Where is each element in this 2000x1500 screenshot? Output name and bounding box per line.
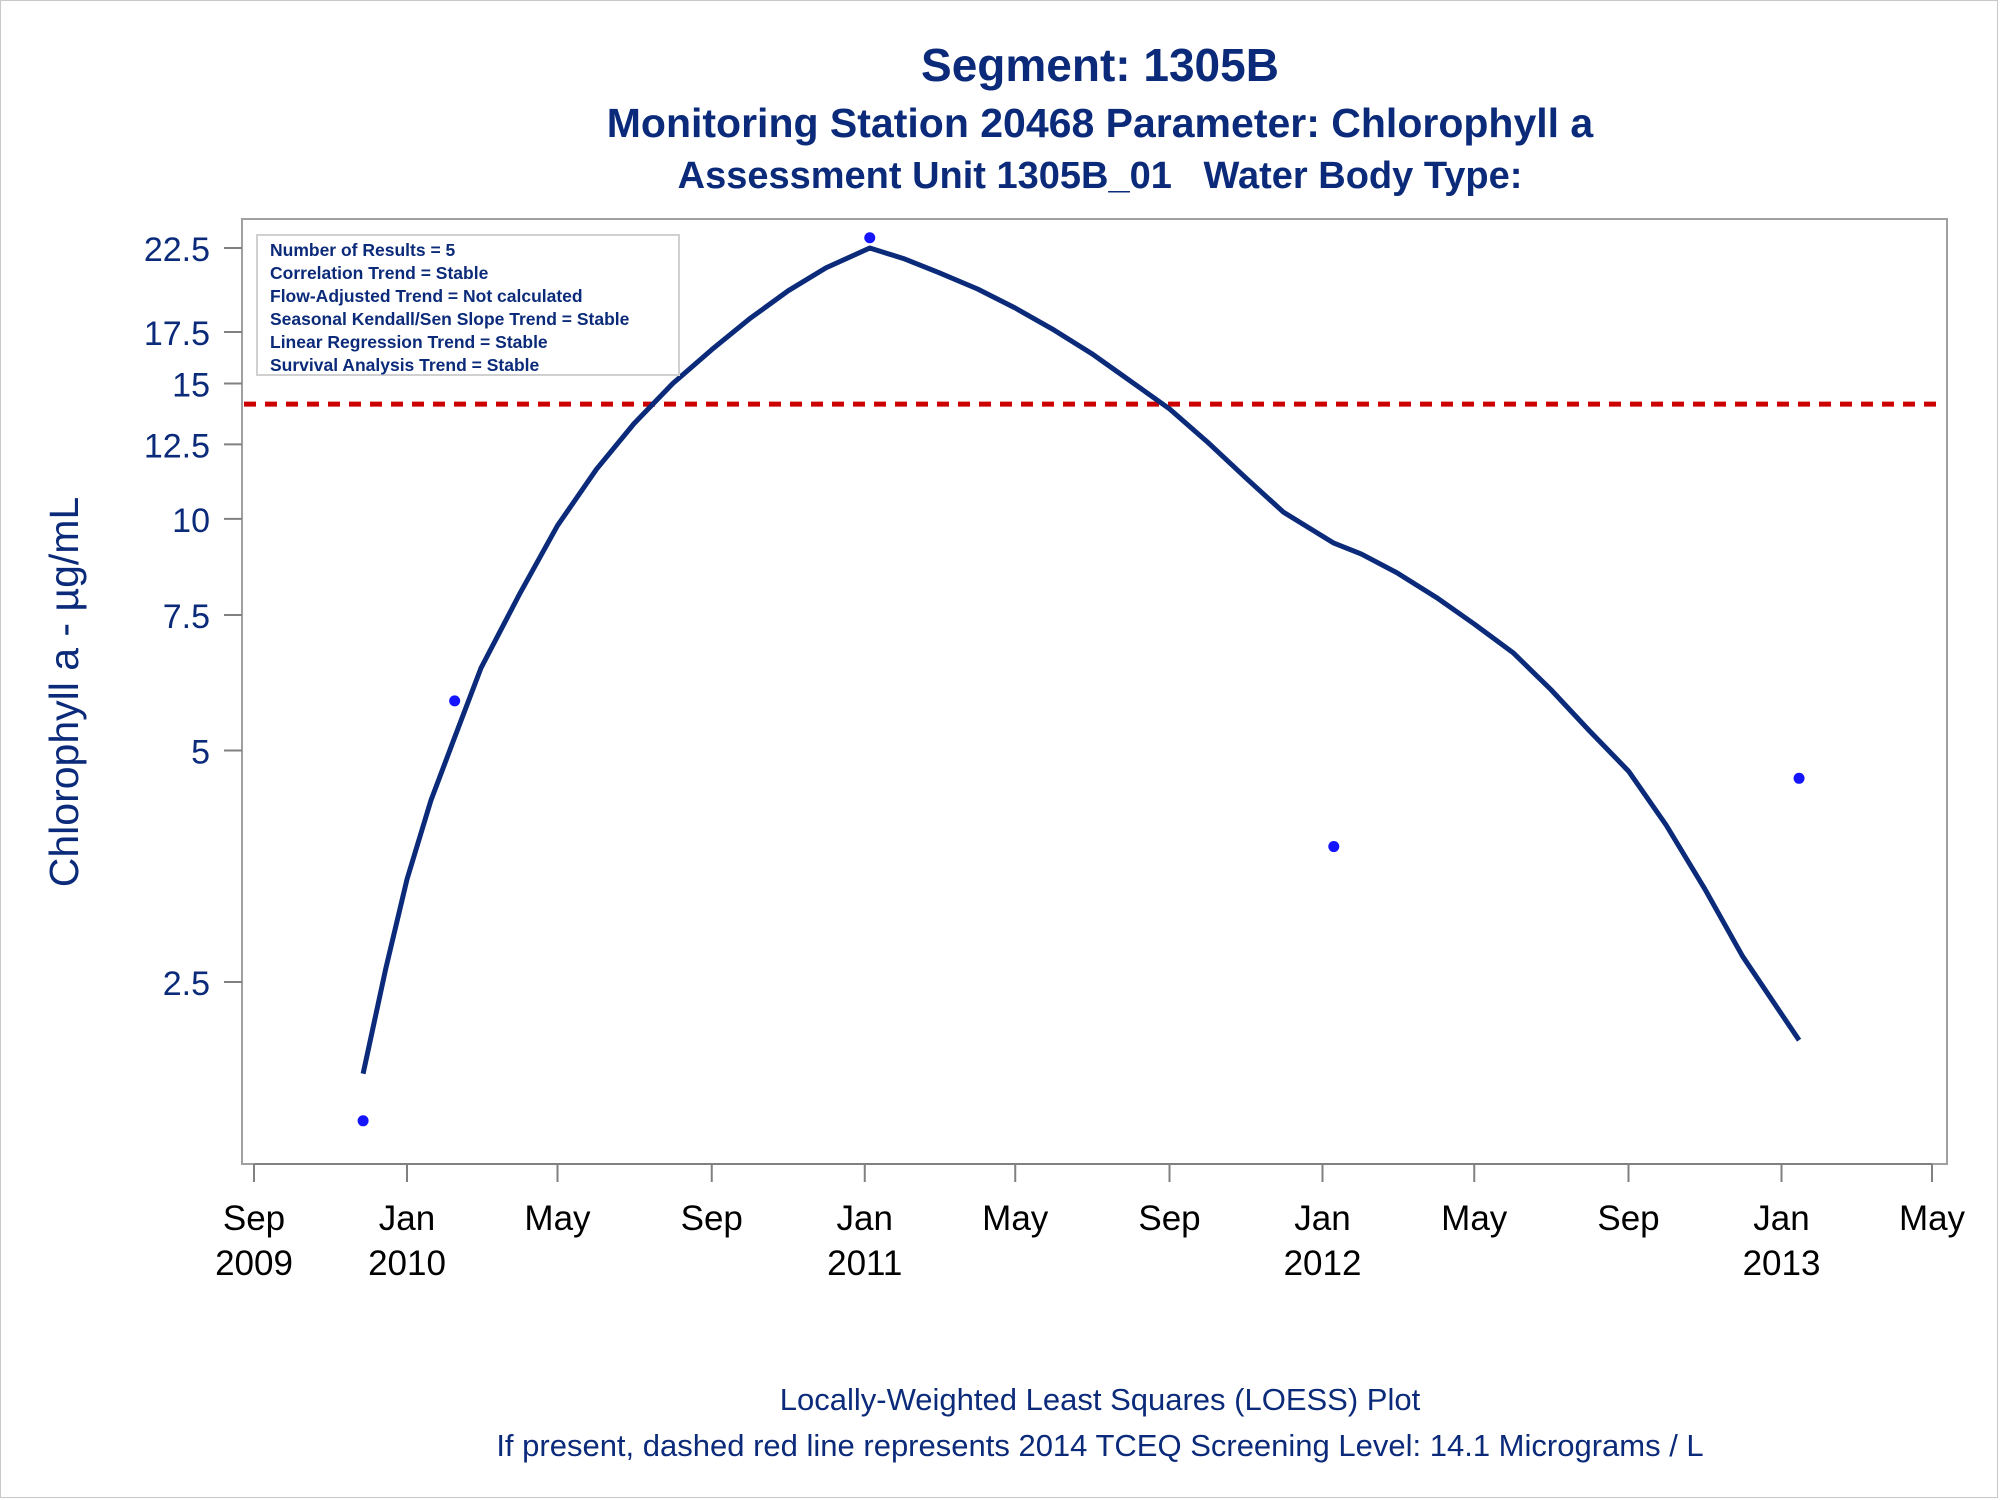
x-tick-label: Sep: [1138, 1199, 1200, 1238]
x-tick-label: Jan: [1294, 1199, 1350, 1238]
loess-curve: [360, 245, 1802, 1075]
y-tick-label: 15: [172, 366, 210, 404]
x-tick-year-label: 2010: [368, 1244, 446, 1283]
x-tick-year-label: 2011: [827, 1244, 902, 1283]
chart-title: Segment: 1305B: [921, 39, 1279, 91]
x-tick-label: Sep: [223, 1199, 285, 1238]
y-axis-label: Chlorophyll a - µg/mL: [41, 497, 87, 888]
legend-line: Seasonal Kendall/Sen Slope Trend = Stabl…: [270, 309, 630, 329]
y-tick-label: 10: [172, 502, 210, 540]
legend-line: Correlation Trend = Stable: [270, 263, 489, 283]
footer-method: Locally-Weighted Least Squares (LOESS) P…: [779, 1382, 1421, 1417]
x-tick-label: Jan: [1753, 1199, 1809, 1238]
x-tick-label: May: [1899, 1199, 1966, 1238]
y-tick-label: 2.5: [163, 965, 210, 1003]
x-tick-year-label: 2009: [215, 1244, 293, 1283]
x-tick-label: Sep: [681, 1199, 743, 1238]
series-group: [244, 232, 1945, 1127]
data-point: [864, 232, 876, 244]
x-tick-label: Jan: [379, 1199, 435, 1238]
y-tick-label: 17.5: [144, 315, 210, 353]
x-tick-label: May: [524, 1199, 591, 1238]
x-tick-label: May: [1441, 1199, 1508, 1238]
x-axis: Sep 2009 Jan 2010 May Sep Jan 2011 May Sep Jan 2012…: [215, 1163, 1966, 1283]
legend-line: Flow-Adjusted Trend = Not calculated: [270, 286, 583, 306]
y-tick-label: 12.5: [144, 427, 210, 465]
legend-line: Linear Regression Trend = Stable: [270, 332, 548, 352]
trend-legend: Number of Results = 5 Correlation Trend =…: [256, 234, 680, 376]
data-point: [449, 695, 461, 707]
y-axis: 2.5 5 7.5 10 12.5 15 17.5 22.5: [144, 231, 242, 1003]
y-tick-label: 5: [191, 733, 210, 771]
x-tick-year-label: 2012: [1284, 1244, 1362, 1283]
x-tick-year-label: 2013: [1743, 1244, 1821, 1283]
data-point: [1328, 841, 1340, 853]
chart-subtitle-assessment: Assessment Unit 1305B_01 Water Body Type…: [677, 155, 1523, 197]
x-tick-label: Sep: [1597, 1199, 1659, 1238]
x-tick-label: May: [982, 1199, 1049, 1238]
legend-line: Number of Results = 5: [270, 240, 456, 260]
y-tick-label: 7.5: [163, 598, 210, 636]
y-tick-label: 22.5: [144, 231, 210, 269]
footer-screening-note: If present, dashed red line represents 2…: [496, 1428, 1704, 1463]
data-point: [357, 1115, 369, 1127]
chart-subtitle-station: Monitoring Station 20468 Parameter: Chlo…: [606, 100, 1594, 146]
legend-line: Survival Analysis Trend = Stable: [270, 355, 540, 375]
data-point: [1793, 772, 1805, 784]
x-tick-label: Jan: [837, 1199, 893, 1238]
